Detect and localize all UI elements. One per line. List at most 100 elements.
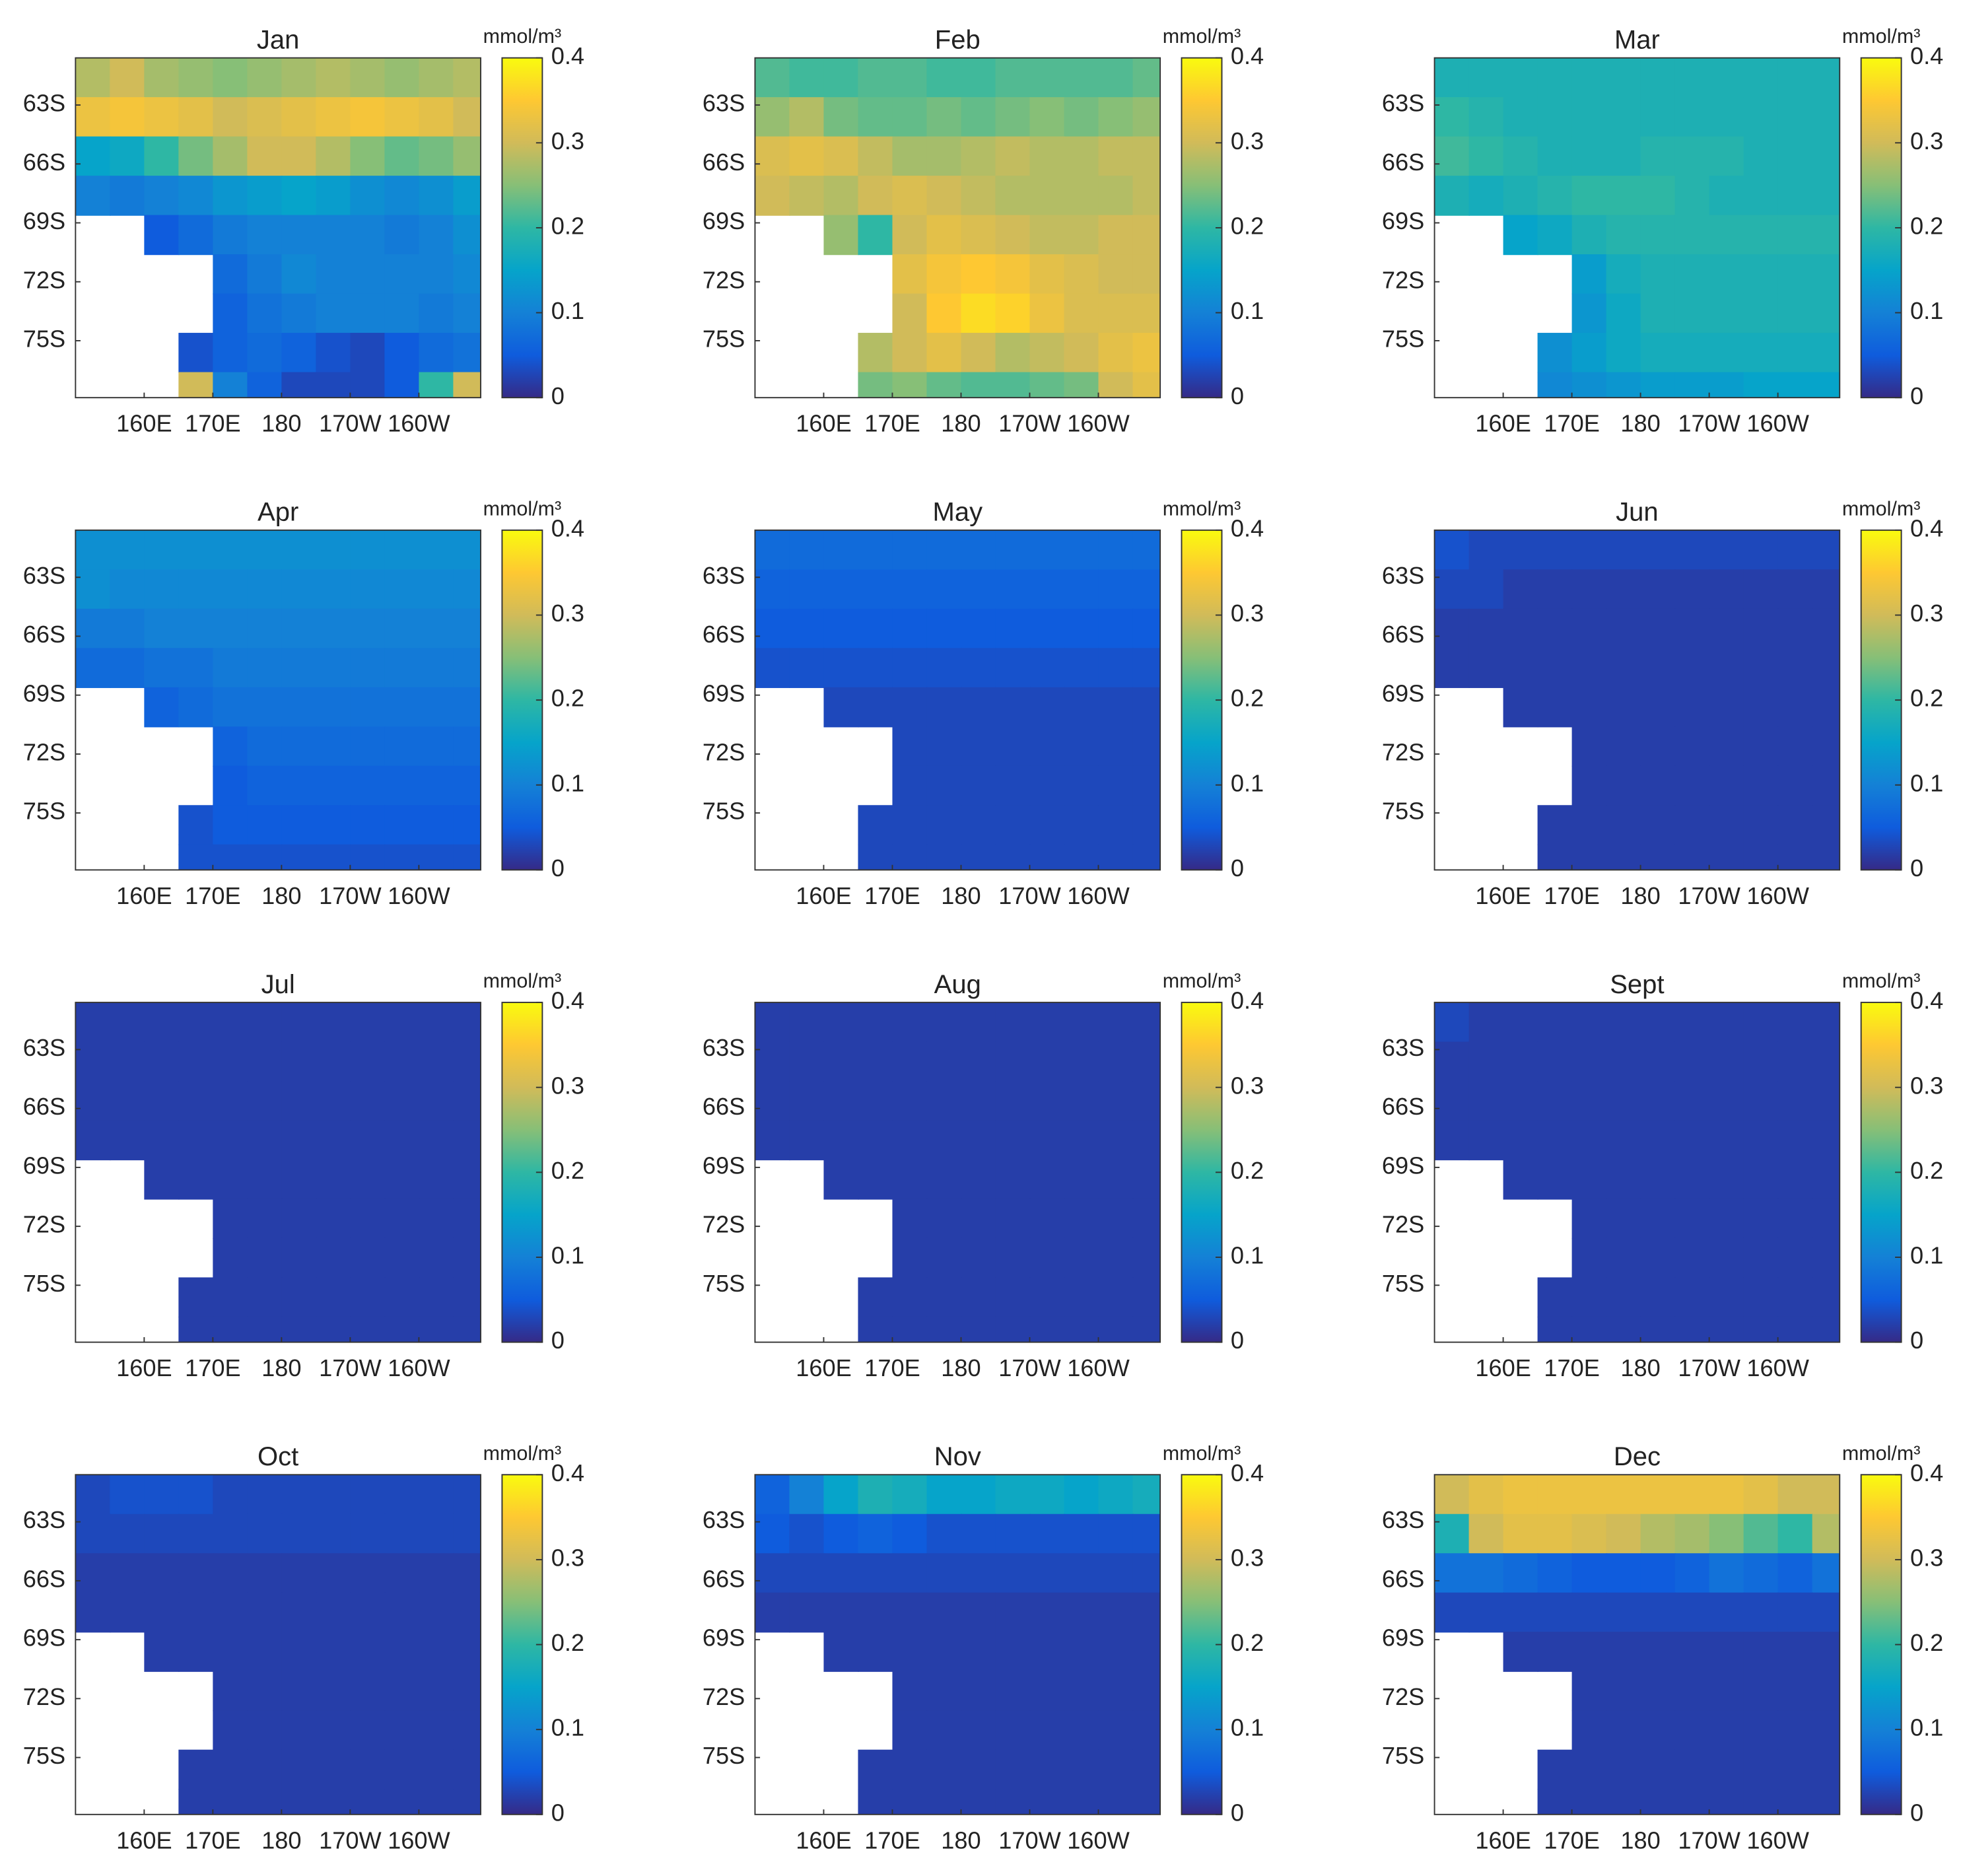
heatmap-cell [1098, 1237, 1134, 1278]
heatmap-cell [110, 530, 145, 571]
heatmap-cell [1709, 765, 1744, 806]
heatmap-cell [1132, 687, 1161, 728]
heatmap-cell [453, 97, 481, 137]
heatmap-cell [384, 530, 420, 571]
colorbar-tick-label: 0 [1231, 1327, 1244, 1354]
heatmap-cell [1468, 1513, 1504, 1554]
heatmap-cell [1743, 97, 1779, 137]
heatmap-cell [1812, 1475, 1840, 1515]
heatmap-cell [247, 1237, 283, 1278]
heatmap [1434, 1475, 1840, 1815]
heatmap-cell [755, 136, 790, 177]
heatmap-cell [1709, 1237, 1744, 1278]
y-tick-label: 72S [703, 1211, 745, 1238]
heatmap-cell [1468, 136, 1504, 177]
heatmap-cell [858, 333, 893, 373]
colorbar-tick-label: 0.4 [1910, 42, 1943, 69]
colorbar-tick-label: 0.4 [1910, 1459, 1943, 1486]
heatmap-cell [892, 1789, 928, 1815]
y-tick-label: 66S [1382, 621, 1424, 648]
heatmap-cell [1743, 1041, 1779, 1082]
heatmap-cell [1098, 1789, 1134, 1815]
heatmap-cell [892, 1632, 928, 1672]
heatmap-cell [453, 1199, 481, 1239]
panel-title: Dec [1614, 1442, 1661, 1471]
heatmap-cell [926, 687, 962, 728]
heatmap-cell [1098, 726, 1134, 767]
y-tick-label: 66S [703, 621, 745, 648]
heatmap-cell [247, 1199, 283, 1239]
heatmap-cell [316, 1513, 351, 1554]
heatmap-cell [1640, 608, 1676, 649]
heatmap-cell [1132, 608, 1161, 649]
heatmap-cell [247, 1120, 283, 1161]
heatmap-cell [419, 1237, 454, 1278]
heatmap-cell [316, 687, 351, 728]
y-tick-label: 75S [23, 1270, 65, 1297]
heatmap-cell [384, 1160, 420, 1200]
heatmap-cell [316, 57, 351, 98]
heatmap-cell [1674, 254, 1710, 295]
heatmap-cell [1709, 215, 1744, 256]
heatmap-cell [1709, 333, 1744, 373]
x-tick-label: 160E [796, 882, 852, 909]
heatmap-cell [281, 1199, 317, 1239]
heatmap-cell [1812, 1199, 1840, 1239]
heatmap-cell [1674, 215, 1710, 256]
heatmap-cell [178, 1592, 214, 1633]
heatmap [755, 1002, 1161, 1342]
heatmap-cell [858, 1632, 893, 1672]
heatmap-cell [1606, 1632, 1641, 1672]
heatmap-cell [1743, 1237, 1779, 1278]
heatmap-cell [453, 844, 481, 870]
colorbar-tick-label: 0.2 [1231, 1157, 1264, 1184]
heatmap-cell [1064, 176, 1099, 216]
y-tick-label: 63S [23, 90, 65, 117]
heatmap-cell [1743, 293, 1779, 334]
panel: Dec 160E 170E 180 170W 160W 63S 66S 69S 72S 75S 0 0.… [1382, 1442, 1943, 1854]
heatmap-cell [1064, 530, 1099, 571]
heatmap-cell [1571, 608, 1607, 649]
heatmap-cell [316, 1081, 351, 1121]
x-tick-label: 180 [261, 1826, 301, 1854]
colorbar-tick-label: 0.2 [1231, 212, 1264, 239]
heatmap-cell [961, 1316, 996, 1342]
heatmap-cell [453, 176, 481, 216]
heatmap-cell [1743, 1316, 1779, 1342]
colorbar-tick-label: 0.2 [1910, 1629, 1943, 1656]
x-tick-label: 170W [998, 410, 1061, 437]
heatmap-cell [1064, 1199, 1099, 1239]
heatmap-cell [1812, 844, 1840, 870]
heatmap-cell [384, 1513, 420, 1554]
heatmap-cell [1571, 1592, 1607, 1633]
heatmap-cell [1503, 1592, 1538, 1633]
heatmap-cell [1537, 1632, 1573, 1672]
heatmap-cell [75, 1041, 111, 1082]
heatmap-cell [1777, 1710, 1813, 1751]
heatmap-cell [419, 1316, 454, 1342]
heatmap-cell [1098, 1316, 1134, 1342]
x-tick-label: 160E [1475, 882, 1531, 909]
heatmap-cell [1029, 57, 1065, 98]
heatmap-cell [178, 1160, 214, 1200]
heatmap-cell [1777, 530, 1813, 571]
heatmap-cell [1132, 1002, 1161, 1043]
heatmap-cell [789, 1553, 825, 1593]
heatmap-cell [213, 1749, 248, 1790]
y-tick-label: 66S [23, 621, 65, 648]
y-tick-label: 63S [1382, 1506, 1424, 1533]
colorbar-tick-label: 0.4 [1231, 1459, 1264, 1486]
heatmap-cell [995, 1789, 1031, 1815]
heatmap-cell [1606, 1671, 1641, 1712]
heatmap-cell [75, 1592, 111, 1633]
heatmap-cell [1571, 1671, 1607, 1712]
heatmap-cell [453, 215, 481, 256]
heatmap-cell [178, 530, 214, 571]
heatmap-cell [316, 530, 351, 571]
heatmap-cell [1674, 1789, 1710, 1815]
heatmap-cell [961, 1632, 996, 1672]
heatmap-cell [892, 176, 928, 216]
heatmap-cell [1606, 1002, 1641, 1043]
heatmap-cell [281, 1632, 317, 1672]
heatmap-cell [1098, 805, 1134, 845]
